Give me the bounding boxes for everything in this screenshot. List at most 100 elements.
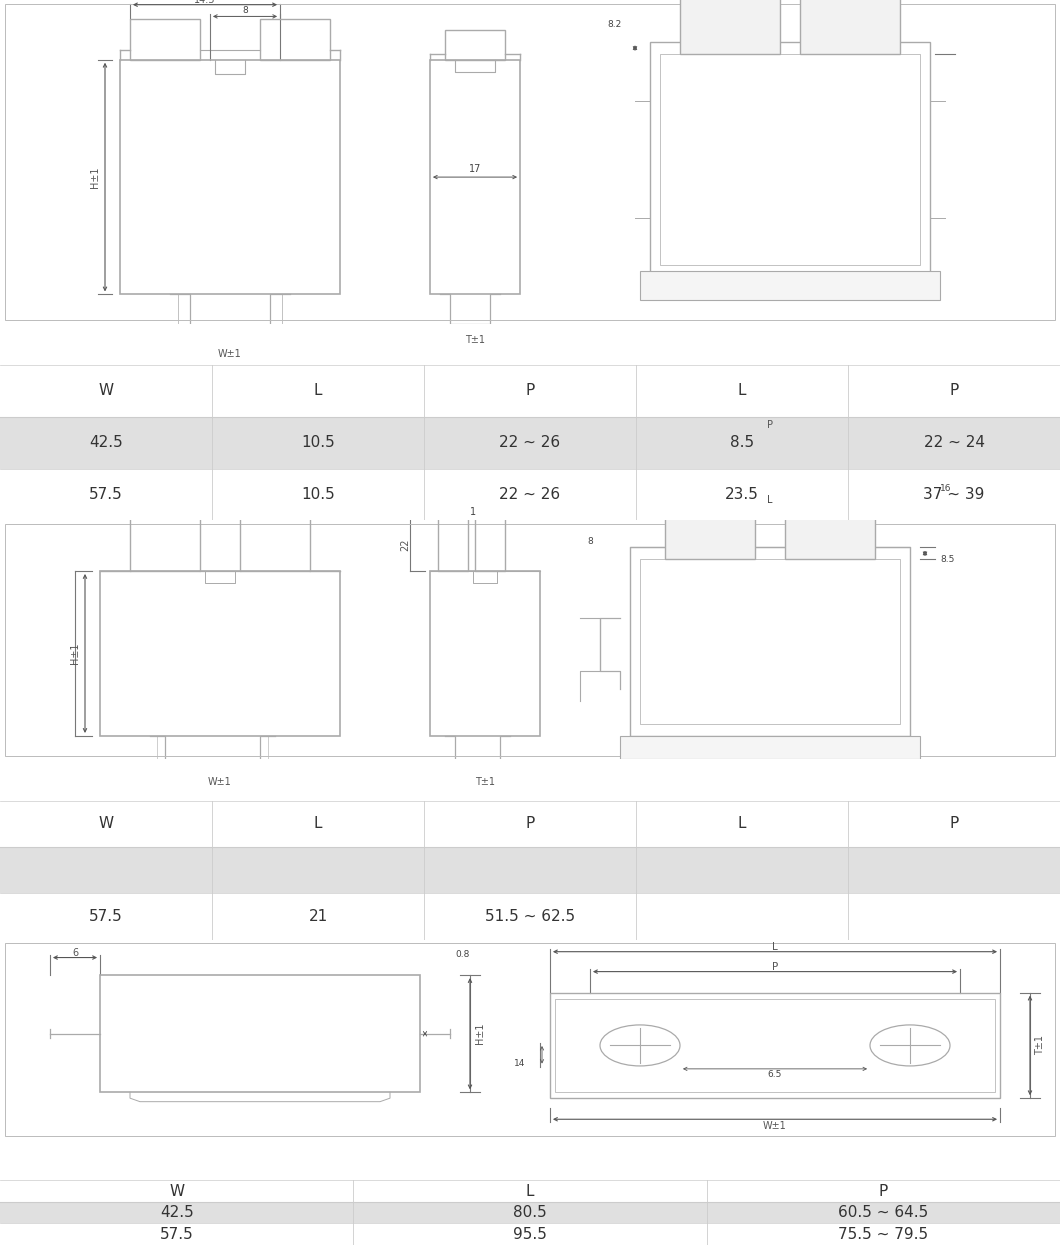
Bar [681, 0, 780, 54]
Ellipse shape [697, 0, 762, 30]
Text: 14.5: 14.5 [194, 0, 216, 5]
Text: P: P [526, 383, 534, 398]
Text: 8.5: 8.5 [730, 435, 754, 451]
Text: 22 ~ 24: 22 ~ 24 [923, 435, 985, 451]
Text: L: L [526, 1184, 534, 1199]
Text: Outpu:  M6: Outpu: M6 [955, 1152, 1047, 1168]
Bar [640, 559, 900, 725]
Text: 22: 22 [400, 538, 410, 550]
Text: P: P [772, 962, 778, 972]
Text: 8: 8 [587, 537, 593, 547]
Bar [0, 847, 1060, 894]
Bar [475, 518, 505, 571]
Text: 6: 6 [72, 947, 78, 957]
Text: H±1: H±1 [475, 1023, 485, 1045]
Text: H±1: H±1 [70, 642, 80, 665]
Text: 8.5: 8.5 [940, 555, 954, 564]
Text: W: W [99, 383, 113, 398]
Ellipse shape [600, 1025, 681, 1066]
Text: Type B2:: Type B2: [13, 336, 84, 352]
Bar [620, 736, 920, 759]
Text: 6.5: 6.5 [767, 1071, 782, 1079]
Bar [555, 998, 995, 1092]
Text: 16: 16 [940, 484, 952, 493]
Text: W±1: W±1 [208, 777, 232, 787]
Bar [445, 30, 505, 60]
Bar [785, 442, 874, 559]
Text: 10.5: 10.5 [301, 435, 335, 451]
Bar [0, 468, 1060, 520]
Text: P: P [879, 1184, 888, 1199]
Text: H±1: H±1 [90, 167, 100, 188]
Bar [240, 518, 310, 571]
Text: P: P [950, 817, 958, 832]
Text: 14: 14 [514, 1058, 526, 1067]
Text: 80.5: 80.5 [513, 1205, 547, 1220]
Text: 42.5: 42.5 [160, 1205, 194, 1220]
Bar [100, 975, 420, 1092]
Bar [130, 518, 200, 571]
Text: W±1: W±1 [218, 349, 242, 360]
Text: T±1: T±1 [465, 335, 485, 345]
Text: L: L [314, 817, 322, 832]
Text: P: P [950, 383, 958, 398]
Bar [120, 60, 340, 294]
Text: P: P [526, 817, 534, 832]
Text: 60.5 ~ 64.5: 60.5 ~ 64.5 [838, 1205, 929, 1220]
Ellipse shape [800, 462, 860, 539]
Text: 10.5: 10.5 [301, 487, 335, 502]
Text: Outpu:  M8: Outpu: M8 [955, 336, 1047, 352]
Bar [800, 0, 900, 54]
Text: W: W [99, 817, 113, 832]
Text: 95.5: 95.5 [513, 1226, 547, 1241]
Text: W: W [170, 1184, 184, 1199]
Bar [430, 60, 520, 294]
Text: 17: 17 [469, 164, 481, 174]
Ellipse shape [870, 1025, 950, 1066]
Text: 8.2: 8.2 [607, 20, 622, 29]
Bar [550, 992, 1000, 1098]
Text: L: L [738, 817, 746, 832]
Text: 22 ~ 26: 22 ~ 26 [499, 487, 561, 502]
Bar [100, 571, 340, 736]
Text: 37 ~ 39: 37 ~ 39 [923, 487, 985, 502]
Bar [640, 271, 940, 300]
Text: L: L [772, 942, 778, 952]
Text: L: L [314, 383, 322, 398]
Bar [0, 894, 1060, 940]
Text: 0.8: 0.8 [455, 950, 470, 959]
Text: 57.5: 57.5 [160, 1226, 194, 1241]
Bar [0, 417, 1060, 468]
Bar [0, 1201, 1060, 1224]
Text: 1: 1 [470, 507, 476, 517]
Bar [430, 571, 540, 736]
Text: P: P [767, 420, 773, 430]
Bar [438, 518, 469, 571]
Text: 42.5: 42.5 [89, 435, 123, 451]
Bar [630, 548, 909, 736]
Ellipse shape [681, 462, 740, 539]
Text: 57.5: 57.5 [89, 909, 123, 924]
Bar [650, 42, 930, 276]
Bar [260, 19, 330, 60]
Text: 22 ~ 26: 22 ~ 26 [499, 435, 561, 451]
Bar [130, 19, 200, 60]
Text: 23.5: 23.5 [725, 487, 759, 502]
Text: T±1: T±1 [1035, 1036, 1045, 1056]
Text: 57.5: 57.5 [89, 487, 123, 502]
Bar [660, 54, 920, 265]
Text: 8: 8 [242, 6, 248, 15]
Text: 21: 21 [308, 909, 328, 924]
Text: L: L [767, 496, 773, 505]
Text: W±1: W±1 [763, 1122, 787, 1132]
Bar [0, 1224, 1060, 1245]
Text: Type B3:: Type B3: [13, 772, 84, 788]
Bar [665, 442, 755, 559]
Text: Outpu:  M8: Outpu: M8 [955, 772, 1047, 788]
Text: T±1: T±1 [475, 777, 495, 787]
Text: 75.5 ~ 79.5: 75.5 ~ 79.5 [838, 1226, 929, 1241]
Text: Type C0:: Type C0: [13, 1152, 83, 1168]
Text: 51.5 ~ 62.5: 51.5 ~ 62.5 [484, 909, 576, 924]
Text: L: L [738, 383, 746, 398]
Ellipse shape [817, 0, 883, 30]
